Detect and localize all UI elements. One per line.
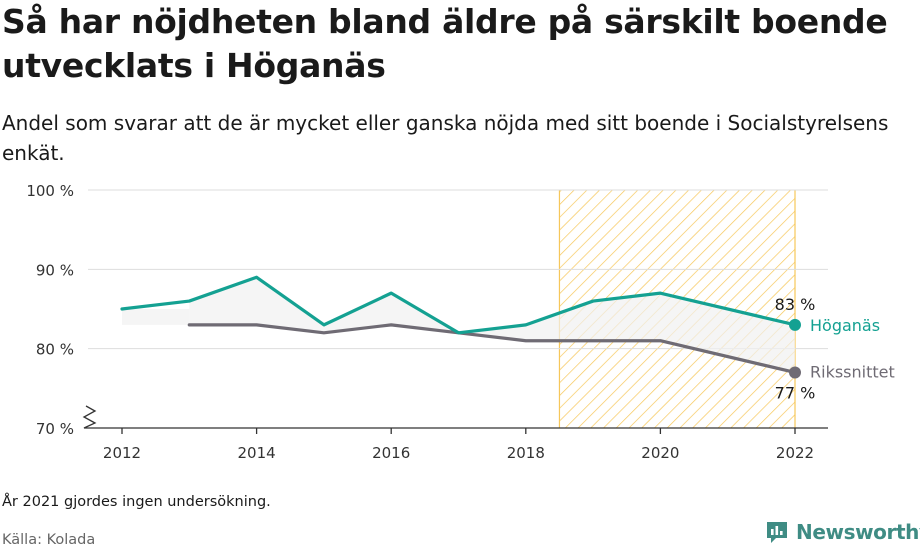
y-tick-label: 70 % (36, 420, 74, 438)
x-tick-label: 2022 (776, 444, 814, 462)
chart-subtitle: Andel som svarar att de är mycket eller … (2, 111, 889, 165)
series-line-hoganas (120, 275, 797, 335)
end-point-rikssnittet (789, 366, 801, 379)
series-label-hoganas: Höganäs (810, 316, 880, 335)
x-tick-label: 2014 (238, 444, 276, 462)
difference-area-start (122, 309, 190, 325)
source-note: Källa: Kolada (2, 532, 96, 548)
value-label-hoganas: 83 % (775, 295, 816, 314)
chart-title: Så har nöjdheten bland äldre på särskilt… (2, 2, 888, 85)
value-label-rikssnittet: 77 % (775, 383, 816, 402)
end-point-hoganas (789, 318, 801, 331)
x-tick-label: 2016 (372, 444, 410, 462)
x-tick-label: 2020 (641, 444, 679, 462)
series-label-rikssnittet: Rikssnittet (810, 362, 895, 381)
x-tick-label: 2012 (103, 444, 141, 462)
y-tick-label: 90 % (36, 261, 74, 279)
footnote: År 2021 gjordes ingen undersökning. (2, 494, 271, 510)
y-tick-label: 100 % (26, 182, 74, 200)
newsworthy-logo: Newsworthy (764, 519, 920, 545)
difference-area (189, 277, 796, 373)
line-chart: 70 % 80 % 90 % 100 % 2012 2014 2016 2018 2020 202… (26, 182, 895, 462)
x-tick-label: 2018 (507, 444, 545, 462)
newsworthy-logo-icon (767, 522, 787, 543)
y-tick-label: 80 % (36, 341, 74, 359)
axis-break-icon (82, 405, 100, 429)
brand-name: Newsworthy (796, 520, 920, 544)
